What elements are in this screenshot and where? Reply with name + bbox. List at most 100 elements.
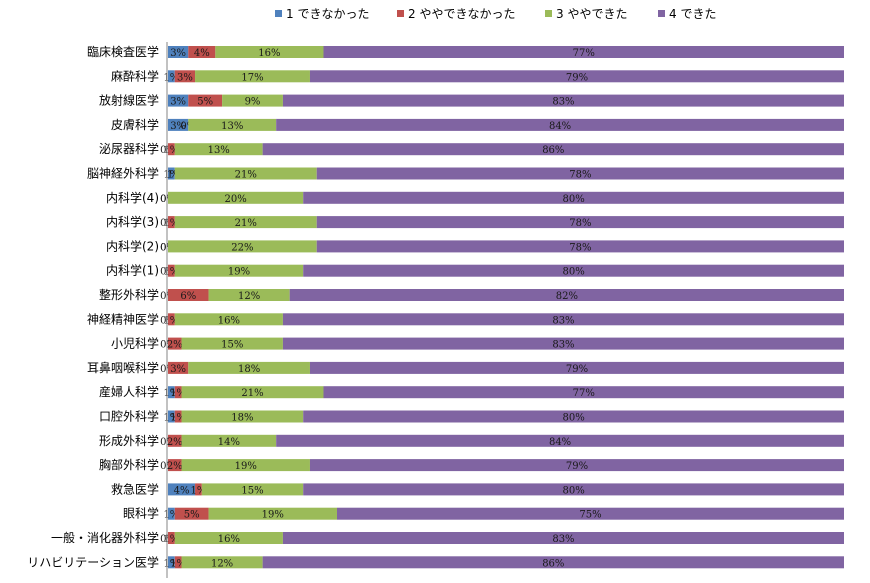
data-label: 1% xyxy=(170,388,186,399)
category-label: 小児科学 xyxy=(111,336,159,351)
bar-segment xyxy=(181,459,310,472)
data-label: 1% xyxy=(163,558,179,569)
bar-segment xyxy=(262,143,844,156)
bar-segment xyxy=(168,410,175,423)
data-label: 21% xyxy=(235,170,257,181)
bar-segment xyxy=(262,556,844,569)
category-label: 整形外科学 xyxy=(99,287,159,302)
bar-segment xyxy=(168,386,175,399)
bar-segment xyxy=(282,94,844,107)
bar-segment xyxy=(174,386,182,399)
data-label: 3% xyxy=(170,48,186,59)
bar-segment xyxy=(168,167,175,180)
data-label: 79% xyxy=(566,72,588,83)
data-label: 79% xyxy=(566,461,588,472)
data-label: 78% xyxy=(569,170,591,181)
data-label: 3% xyxy=(177,72,193,83)
bar-segment xyxy=(168,483,196,496)
data-label: 22% xyxy=(231,242,253,253)
bar-segment xyxy=(174,313,283,326)
data-label: 1% xyxy=(163,218,179,229)
bar-segment xyxy=(316,216,845,229)
bar-segment xyxy=(174,143,263,156)
data-label: 19% xyxy=(228,267,250,278)
legend-swatch xyxy=(397,10,404,17)
data-label: 5% xyxy=(197,97,213,108)
data-label: 80% xyxy=(562,267,584,278)
category-label: 内科学(3) xyxy=(106,214,159,229)
bar-segment xyxy=(168,143,175,156)
data-label: 77% xyxy=(573,48,595,59)
chart-legend: 1 できなかった 2 ややできなかった 3 ややできた 4 できた xyxy=(275,7,716,21)
category-label: 泌尿器科学 xyxy=(99,141,159,156)
bar-segment xyxy=(168,337,182,350)
legend-label: 1 できなかった xyxy=(286,7,369,21)
legend-item: 1 できなかった xyxy=(275,7,369,21)
legend-label: 2 ややできなかった xyxy=(408,7,515,21)
data-label: 15% xyxy=(221,340,243,351)
data-label: 20% xyxy=(224,194,246,205)
data-label: 79% xyxy=(566,364,588,375)
bar-segment xyxy=(303,410,844,423)
data-label: 16% xyxy=(218,315,240,326)
data-label: 83% xyxy=(552,340,574,351)
bar-segment xyxy=(168,46,189,58)
category-label: 内科学(4) xyxy=(106,190,159,205)
bar-segment xyxy=(174,410,182,423)
bar-segment xyxy=(195,483,202,496)
category-label: 産婦人科学 xyxy=(99,384,159,399)
data-label: 18% xyxy=(231,413,253,424)
data-label: 84% xyxy=(549,121,571,132)
bar-segment xyxy=(181,410,304,423)
bar-area: 3%4%16%77%1%3%17%79%3%5%9%83%3%0%13%84%0… xyxy=(160,46,845,569)
data-label: 1% xyxy=(163,267,179,278)
legend-item: 3 ややできた xyxy=(545,7,627,21)
data-label: 83% xyxy=(552,315,574,326)
bar-segment xyxy=(168,556,175,569)
data-label: 1% xyxy=(170,413,186,424)
data-label: 2% xyxy=(167,340,183,351)
bar-segment xyxy=(208,507,337,520)
bar-segment xyxy=(168,240,317,253)
bar-segment xyxy=(188,118,277,131)
data-label: 1% xyxy=(190,485,206,496)
category-label: 内科学(1) xyxy=(106,263,159,278)
data-label: 3% xyxy=(170,364,186,375)
data-label: 1% xyxy=(163,315,179,326)
category-label: 神経精神医学 xyxy=(87,311,159,326)
bar-segment xyxy=(168,459,182,472)
category-label: 皮膚科学 xyxy=(111,117,159,132)
data-label: 21% xyxy=(241,388,263,399)
category-label: 救急医学 xyxy=(111,481,159,496)
bar-segment xyxy=(201,483,304,496)
legend-item: 4 できた xyxy=(658,7,716,21)
bar-segment xyxy=(323,386,845,399)
bar-segment xyxy=(188,94,223,107)
bar-segment xyxy=(174,556,182,569)
bar-segment xyxy=(168,434,182,447)
data-label: 5% xyxy=(184,510,200,521)
bar-segment xyxy=(276,118,844,131)
data-label: 86% xyxy=(542,145,564,156)
bar-segment xyxy=(309,459,845,472)
data-label: 83% xyxy=(552,534,574,545)
data-label: 13% xyxy=(221,121,243,132)
data-label: 21% xyxy=(235,218,257,229)
bar-segment xyxy=(181,337,283,350)
category-label: 内科学(2) xyxy=(106,238,159,253)
bar-segment xyxy=(181,556,263,569)
category-label: 麻酔科学 xyxy=(111,68,159,83)
data-label: 1% xyxy=(163,170,179,181)
bar-segment xyxy=(174,70,196,83)
legend-label: 4 できた xyxy=(669,7,716,21)
bar-segment xyxy=(282,313,844,326)
legend-swatch xyxy=(658,10,665,17)
bar-segment xyxy=(215,46,324,58)
category-label: 一般・消化器外科学 xyxy=(51,530,159,545)
bar-segment xyxy=(303,191,844,204)
data-label: 80% xyxy=(562,194,584,205)
data-label: 12% xyxy=(238,291,260,302)
bar-segment xyxy=(282,532,844,544)
